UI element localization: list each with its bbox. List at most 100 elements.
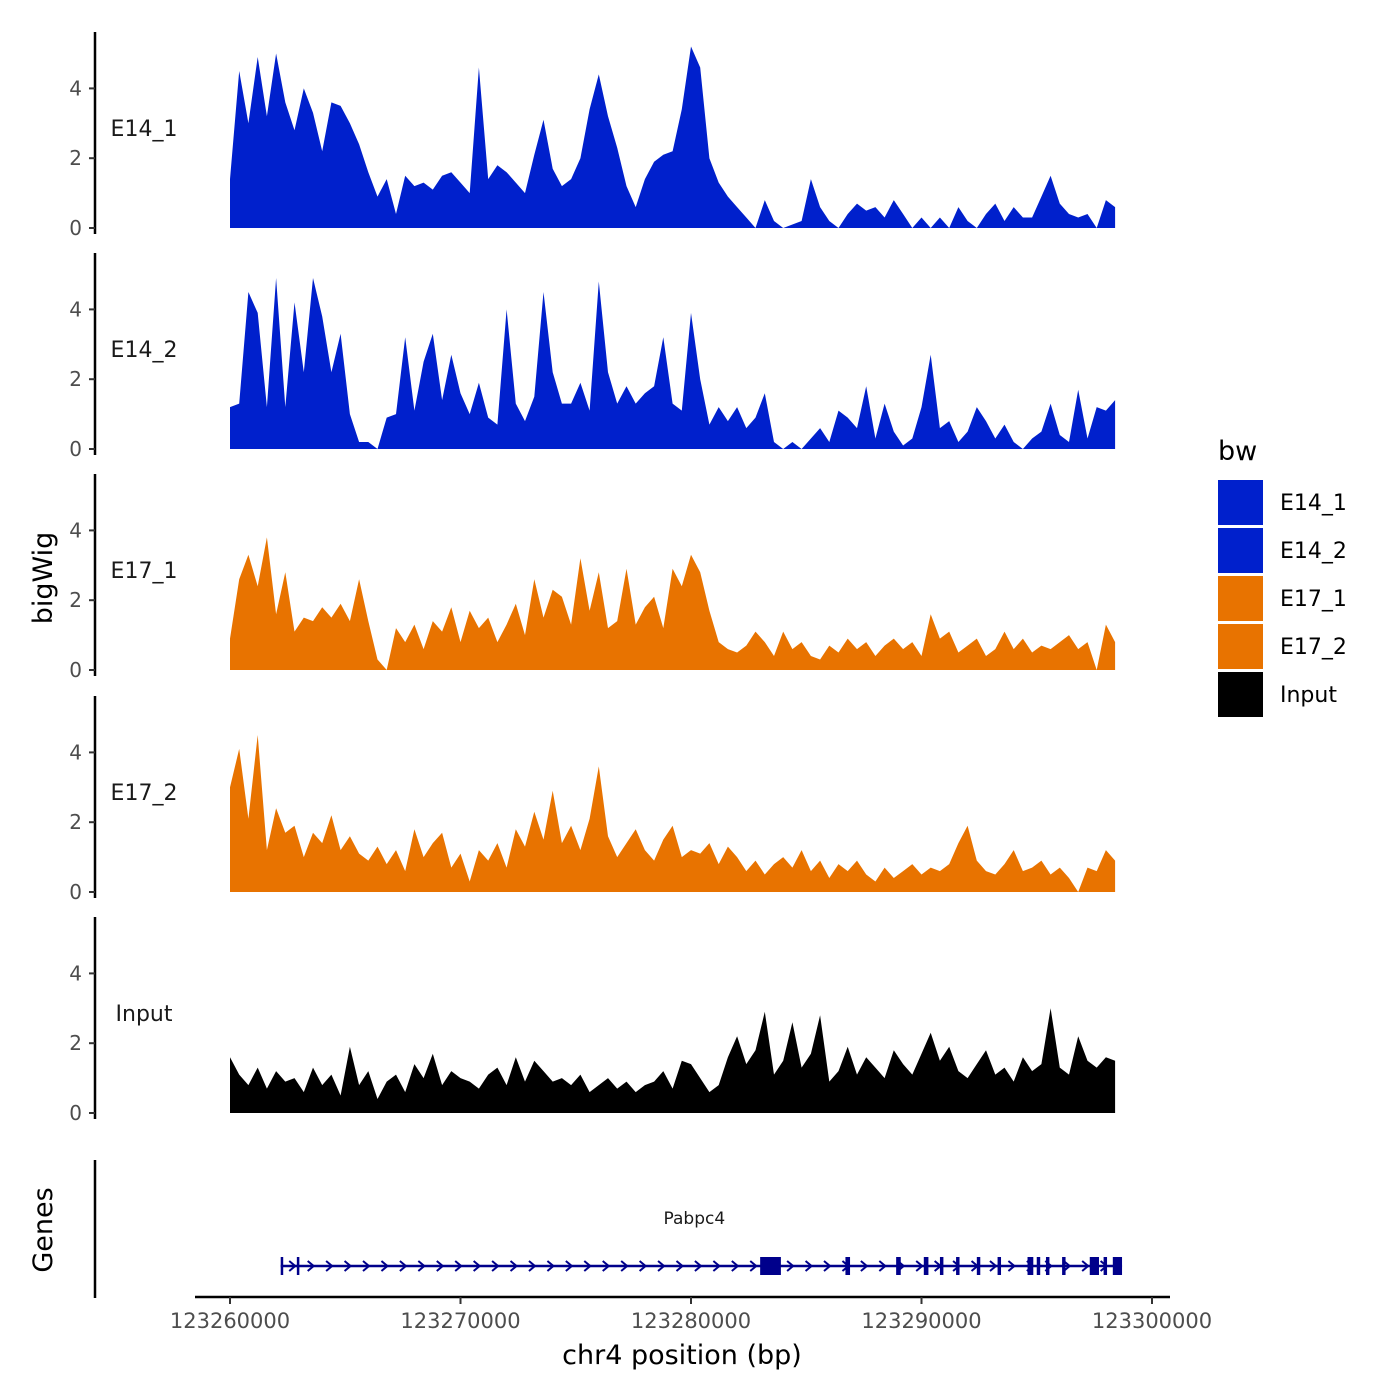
track-label-Input: Input bbox=[116, 1002, 173, 1027]
area-E17_2 bbox=[230, 735, 1116, 892]
exon-17 bbox=[1112, 1257, 1123, 1275]
strand-arrow bbox=[417, 1260, 426, 1272]
legend-key-E14_2 bbox=[1218, 528, 1263, 573]
y-tick-label-E14_2-0: 0 bbox=[69, 437, 82, 461]
y-tick-label-E17_2-4: 4 bbox=[69, 740, 82, 764]
legend-label-E14_2: E14_2 bbox=[1280, 539, 1347, 564]
legend-key-E17_1 bbox=[1218, 576, 1263, 621]
strand-arrow bbox=[399, 1260, 408, 1272]
x-tick-label-123280000: 123280000 bbox=[631, 1309, 751, 1333]
legend-key-E17_2 bbox=[1218, 624, 1263, 669]
x-tick-label-123260000: 123260000 bbox=[170, 1309, 290, 1333]
strand-arrow bbox=[343, 1260, 353, 1272]
y-tick-label-E17_2-0: 0 bbox=[69, 880, 82, 904]
legend-label-E14_1: E14_1 bbox=[1280, 491, 1347, 516]
bigwig-panels: 0 2 4 E14_1 0 2 4 E14_2 0 2 4 E17_1 0 2 4 E17_2 0 2 4 Input bbox=[69, 32, 1116, 1125]
y-tick-label-E14_1-4: 4 bbox=[69, 76, 82, 100]
strand-arrow bbox=[731, 1260, 740, 1272]
area-E14_1 bbox=[230, 46, 1116, 228]
strand-arrow bbox=[712, 1260, 721, 1272]
strand-arrow bbox=[602, 1260, 611, 1272]
strand-arrow bbox=[380, 1260, 389, 1272]
strand-arrow bbox=[472, 1260, 482, 1272]
legend-key-Input bbox=[1218, 672, 1263, 717]
track-E14_1: 0 2 4 E14_1 bbox=[69, 32, 1116, 240]
y-tick-label-Input-4: 4 bbox=[69, 961, 82, 985]
strand-arrow bbox=[804, 1260, 814, 1272]
legend: bw E14_1 E14_2 E17_1 E17_2 Input bbox=[1218, 436, 1347, 717]
strand-arrow bbox=[546, 1260, 555, 1272]
strand-arrow bbox=[749, 1260, 758, 1272]
x-tick-label-123270000: 123270000 bbox=[400, 1309, 520, 1333]
exon-4 bbox=[845, 1257, 851, 1275]
y-tick-label-E17_1-4: 4 bbox=[69, 518, 82, 542]
gene-track-panel: Pabpc4 bbox=[93, 1160, 1123, 1298]
track-E17_2: 0 2 4 E17_2 bbox=[69, 696, 1116, 904]
exon-5 bbox=[896, 1257, 901, 1275]
exon-14 bbox=[1062, 1257, 1066, 1275]
strand-arrow bbox=[620, 1260, 629, 1272]
strand-arrow bbox=[436, 1260, 445, 1272]
exon-2 bbox=[296, 1257, 300, 1275]
strand-arrow bbox=[878, 1260, 887, 1272]
x-axis-title: chr4 position (bp) bbox=[562, 1340, 802, 1371]
strand-arrow bbox=[638, 1260, 648, 1272]
exon-16 bbox=[1103, 1257, 1108, 1275]
area-E14_2 bbox=[230, 278, 1116, 449]
y-tick-label-E14_2-2: 2 bbox=[69, 367, 82, 391]
exon-8 bbox=[956, 1257, 960, 1275]
exon-10 bbox=[997, 1257, 1002, 1275]
y-tick-label-Input-2: 2 bbox=[69, 1031, 82, 1055]
gene-name-label: Pabpc4 bbox=[664, 1209, 726, 1229]
x-tick-label-123290000: 123290000 bbox=[861, 1309, 981, 1333]
strand-arrow bbox=[675, 1260, 685, 1272]
strand-arrow bbox=[694, 1260, 703, 1272]
y-tick-label-E14_2-4: 4 bbox=[69, 297, 82, 321]
legend-key-E14_1 bbox=[1218, 480, 1263, 525]
y-axis-title: bigWig bbox=[28, 532, 59, 625]
strand-arrow bbox=[1063, 1260, 1072, 1272]
track-label-E17_1: E17_1 bbox=[111, 559, 178, 584]
area-E17_1 bbox=[230, 537, 1116, 670]
y-tick-label-E14_1-2: 2 bbox=[69, 146, 82, 170]
legend-title: bw bbox=[1218, 436, 1257, 467]
track-Input: 0 2 4 Input bbox=[69, 917, 1116, 1125]
track-label-E17_2: E17_2 bbox=[111, 781, 178, 806]
legend-label-E17_1: E17_1 bbox=[1280, 587, 1347, 612]
strand-arrow bbox=[860, 1260, 869, 1272]
exon-6 bbox=[923, 1257, 929, 1275]
exon-1 bbox=[280, 1257, 284, 1275]
track-label-E14_2: E14_2 bbox=[111, 338, 178, 363]
y-tick-label-E17_2-2: 2 bbox=[69, 810, 82, 834]
x-axis: 123260000 123270000 123280000 123290000 1233… bbox=[170, 1295, 1212, 1333]
y-tick-label-E14_1-0: 0 bbox=[69, 216, 82, 240]
x-tick-label-123300000: 123300000 bbox=[1092, 1309, 1212, 1333]
strand-arrow bbox=[786, 1260, 795, 1272]
gene-track-title: Genes bbox=[28, 1187, 59, 1272]
strand-arrow bbox=[565, 1260, 574, 1272]
exon-15 bbox=[1089, 1257, 1099, 1275]
track-E17_1: 0 2 4 E17_1 bbox=[69, 474, 1116, 682]
track-label-E14_1: E14_1 bbox=[111, 117, 178, 142]
exon-13 bbox=[1045, 1257, 1050, 1275]
strand-arrow bbox=[1081, 1260, 1090, 1272]
exon-7 bbox=[939, 1257, 944, 1275]
strand-arrow bbox=[288, 1260, 297, 1272]
area-Input bbox=[230, 1008, 1116, 1113]
strand-arrow bbox=[528, 1260, 537, 1272]
legend-label-Input: Input bbox=[1280, 683, 1337, 708]
strand-arrow bbox=[583, 1260, 592, 1272]
strand-arrow bbox=[509, 1260, 519, 1272]
strand-arrow bbox=[362, 1260, 371, 1272]
y-tick-label-E17_1-2: 2 bbox=[69, 588, 82, 612]
strand-arrow bbox=[915, 1260, 924, 1272]
y-tick-label-E17_1-0: 0 bbox=[69, 658, 82, 682]
strand-arrow bbox=[1007, 1260, 1016, 1272]
strand-arrow bbox=[307, 1260, 316, 1272]
strand-arrow bbox=[657, 1260, 666, 1272]
exon-11 bbox=[1027, 1257, 1034, 1275]
strand-arrow bbox=[325, 1260, 334, 1272]
exon-3 bbox=[760, 1257, 781, 1275]
strand-arrow bbox=[823, 1260, 832, 1272]
